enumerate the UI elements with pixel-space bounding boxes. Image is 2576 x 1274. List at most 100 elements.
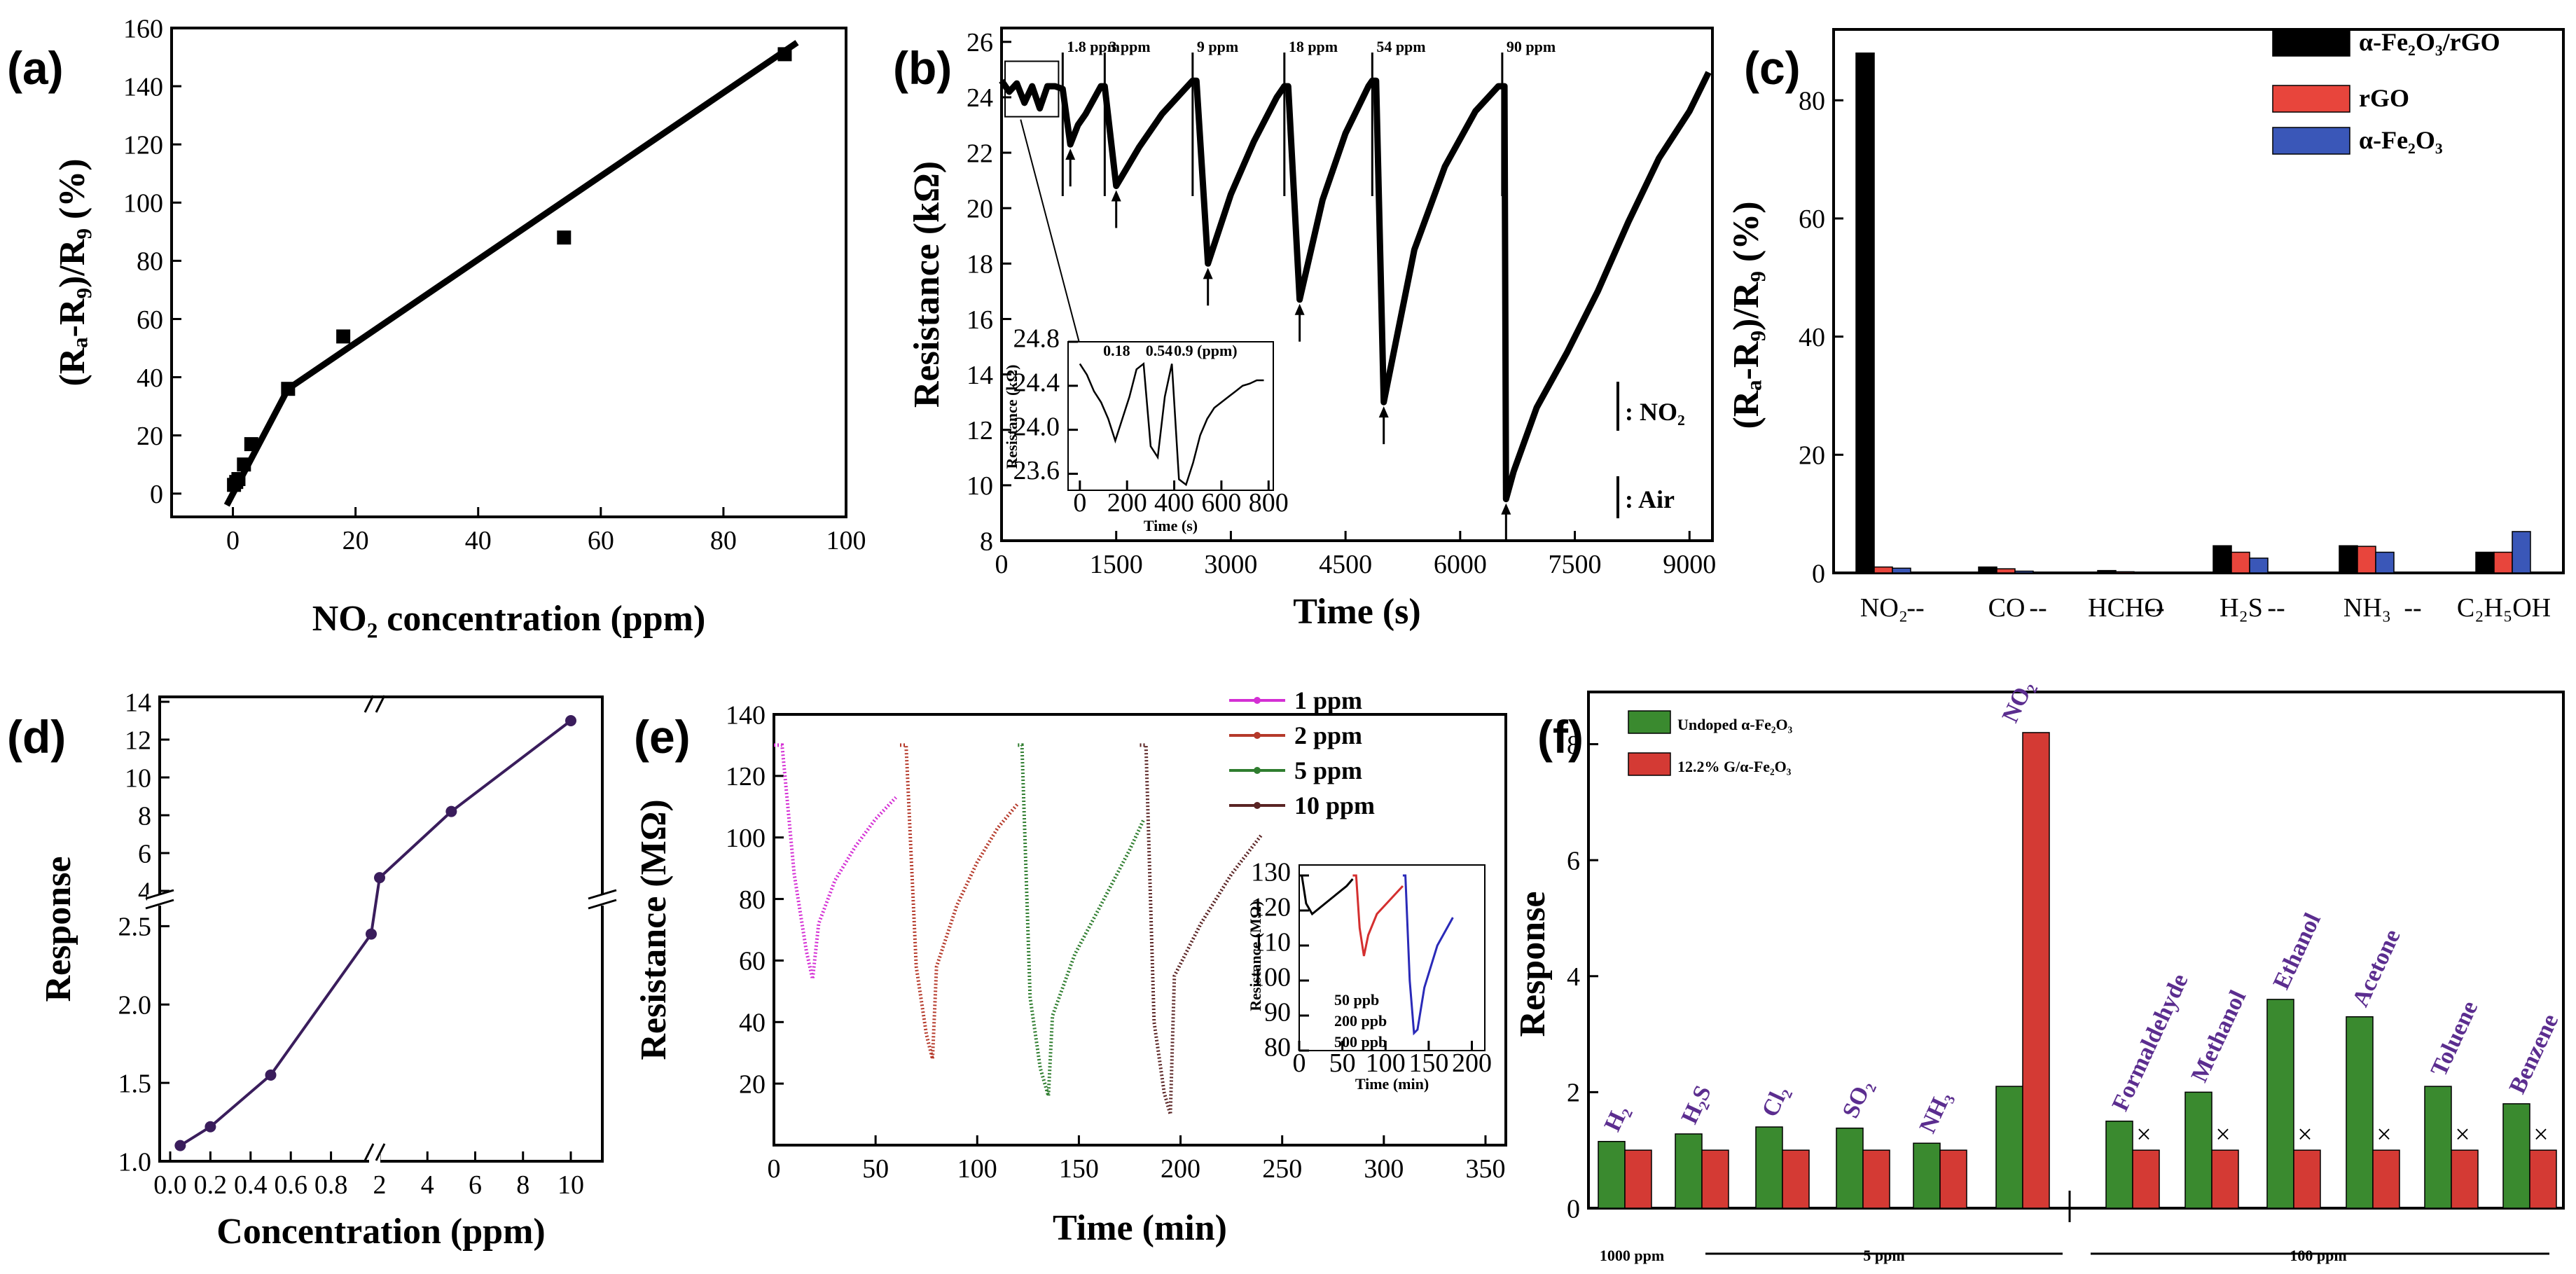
e-series-line	[900, 743, 1020, 1060]
panel-d: 0.0 0.2 0.4 0.6 0.8 2 4 6 8 101.01.52.02.54681012…	[7, 688, 617, 1252]
b-plot-frame	[1000, 27, 1714, 542]
f-bar	[1836, 1127, 1864, 1209]
f-ytick-label: 4	[1567, 962, 1580, 992]
c-legend-swatch	[2272, 127, 2350, 155]
e-series-line	[1018, 743, 1146, 1097]
b-air-arrow-head	[1294, 303, 1305, 315]
e-inset-xtick-label: 50	[1329, 1048, 1356, 1078]
e-inset-xtick-label: 0	[1293, 1048, 1306, 1078]
b-xlabel: Time (s)	[1293, 592, 1420, 632]
c-ytick-label: 80	[1799, 87, 1825, 116]
panel-e: 0 50 100 150 200 250 300 350204060801001201401 …	[634, 686, 1507, 1248]
f-bar	[1939, 1149, 1967, 1209]
d-data-point	[205, 1121, 216, 1133]
b-inset-annotation: 0.54	[1146, 342, 1173, 359]
a-data-point	[281, 382, 296, 396]
b-xtick-label: 9000	[1663, 550, 1716, 579]
e-ytick-label: 60	[739, 947, 766, 976]
f-category-label: H₂	[1600, 1101, 1634, 1135]
panel-c: 0 20 40 60 80 NO₂ CO HCHO H₂S NH₃ C₂H₅OH -- -- -- -- --…	[1726, 28, 2565, 623]
c-bar	[2231, 551, 2250, 574]
f-bar	[2132, 1149, 2160, 1209]
e-ytick-label: 120	[726, 762, 766, 791]
b-air-arrow-head	[1065, 148, 1076, 160]
e-inset-xtick-label: 200	[1452, 1048, 1492, 1078]
c-bar	[2512, 531, 2531, 574]
f-ylabel: Response	[1513, 891, 1553, 1037]
b-xtick-label: 7500	[1549, 550, 1602, 579]
f-cross-mark: ×	[2533, 1120, 2548, 1149]
a-data-point	[237, 457, 251, 472]
b-ytick-label: 22	[967, 139, 993, 168]
d-data-point	[374, 872, 385, 884]
b-inset-xtick-label: 200	[1107, 488, 1147, 518]
d-axis-break	[588, 899, 617, 910]
f-conc-label: 1000 ppm	[1600, 1247, 1664, 1264]
f-bar	[1624, 1149, 1652, 1209]
a-xtick-label: 60	[588, 526, 614, 555]
c-bar	[2014, 570, 2034, 574]
f-ytick-label: 6	[1567, 846, 1580, 875]
d-ytick-label: 2.5	[118, 913, 152, 942]
c-separator: --	[2147, 593, 2164, 623]
e-xtick-label: 100	[957, 1154, 997, 1184]
b-xtick-label: 4500	[1319, 550, 1372, 579]
f-panel-label: (f)	[1537, 711, 1584, 763]
d-ytick-label: 6	[138, 839, 151, 868]
b-ytick-label: 18	[967, 250, 993, 279]
d-data-point	[174, 1140, 186, 1151]
d-xtick-label: 0.2	[194, 1170, 228, 1200]
b-xtick-label: 1500	[1090, 550, 1143, 579]
f-ytick-label: 2	[1567, 1079, 1580, 1108]
e-inset-ytick-label: 100	[1251, 963, 1291, 992]
panel-b: 0 1500 3000 4500 6000 7500 9000810121416182022…	[893, 27, 1716, 632]
e-series-line	[774, 743, 898, 980]
f-bar	[2529, 1149, 2557, 1209]
c-ylabel: (Rₐ-R₉)/R₉ (%)	[1726, 201, 1766, 429]
a-ytick-label: 80	[137, 247, 163, 277]
c-bar	[2133, 572, 2153, 574]
f-category-label: Cl₂	[1757, 1082, 1794, 1121]
c-separator: --	[2404, 593, 2421, 623]
f-cross-mark: ×	[2215, 1120, 2230, 1149]
b-air-arrow-head	[1111, 190, 1121, 202]
a-fit-line	[223, 40, 799, 507]
f-conc-label: 100 ppm	[2290, 1247, 2346, 1264]
d-panel-label: (d)	[7, 711, 66, 763]
e-inset-ytick-label: 120	[1251, 893, 1291, 922]
f-category-label: Acetone	[2348, 925, 2406, 1011]
f-bar	[1598, 1141, 1626, 1209]
b-inset-ytick-label: 24.8	[1013, 324, 1060, 354]
e-xtick-label: 350	[1465, 1154, 1505, 1184]
c-bar	[2339, 545, 2358, 574]
panel-f: 0 2 4 6 8 H₂ H₂S Cl₂ SO₂ NH₃ NO₂ Formaldehyde × Metha…	[1513, 677, 2565, 1264]
e-legend-label: 1 ppm	[1294, 686, 1362, 714]
d-axis-break	[363, 695, 375, 713]
e-series-line	[1140, 743, 1263, 1115]
d-data-point	[565, 715, 576, 726]
a-xtick-label: 80	[710, 526, 737, 555]
a-panel-label: (a)	[7, 42, 64, 94]
b-air-arrow-head	[1203, 268, 1213, 279]
e-inset-frame	[1299, 864, 1486, 1051]
f-cross-mark: ×	[2455, 1120, 2470, 1149]
e-inset-legend: 200 ppb	[1334, 1012, 1387, 1030]
d-data-point	[366, 928, 377, 940]
e-xtick-label: 0	[768, 1154, 781, 1184]
f-legend-label: Undoped α-Fe₂O₃	[1677, 716, 1793, 733]
b-ytick-label: 20	[967, 194, 993, 223]
d-axis-break-gap	[369, 1148, 380, 1165]
c-ytick-label: 20	[1799, 441, 1825, 471]
f-bar	[2293, 1149, 2321, 1209]
c-legend-label: α-Fe₂O₃	[2359, 126, 2443, 154]
b-xtick-label: 0	[995, 550, 1009, 579]
e-plot-frame	[773, 713, 1507, 1147]
b-inset-frame	[1067, 341, 1274, 491]
b-air-arrow-head	[1501, 503, 1511, 515]
f-category-label: Formaldehyde	[2107, 970, 2194, 1115]
panel-a: 0 20 40 60 80 100 0 20 40 60 80 100 120 140 160 (a) NO₂ …	[7, 14, 866, 639]
b-ytick-label: 8	[980, 527, 993, 556]
c-bar	[2493, 551, 2513, 574]
f-cross-mark: ×	[2297, 1120, 2312, 1149]
